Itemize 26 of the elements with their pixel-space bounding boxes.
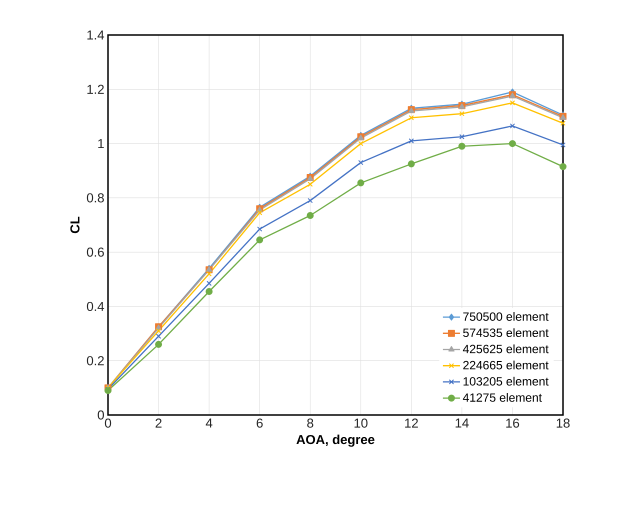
- x-tick-label: 0: [104, 418, 112, 428]
- y-tick-label: 0: [98, 410, 104, 420]
- x-axis-title: AOA, degree: [296, 434, 374, 447]
- legend-label: 41275 element: [462, 393, 542, 402]
- y-tick-label: 0.6: [86, 248, 104, 257]
- x-tick-label: 14: [456, 418, 469, 428]
- legend-label: 750500 element: [463, 312, 549, 321]
- legend-label: 103205 element: [464, 376, 549, 386]
- y-tick-label: 0.4: [86, 302, 104, 312]
- legend-label: 574535 element: [463, 328, 549, 338]
- x-tick-label: 2: [156, 418, 162, 428]
- legend-label: 425625 element: [462, 344, 549, 354]
- y-tick-label: 1.4: [87, 30, 104, 40]
- x-tick-label: 8: [307, 418, 314, 428]
- y-tick-label: 0.2: [86, 356, 104, 366]
- x-tick-label: 10: [354, 418, 368, 428]
- x-tick-label: 12: [405, 418, 418, 428]
- legend-label: 224665 element: [463, 360, 549, 370]
- y-tick-label: 1.2: [87, 84, 104, 94]
- x-tick-label: 18: [556, 418, 570, 428]
- y-tick-label: 1: [98, 139, 104, 148]
- y-tick-label: 0.8: [86, 193, 104, 202]
- x-tick-label: 16: [506, 418, 520, 428]
- x-tick-label: 6: [256, 418, 263, 428]
- y-axis-title: CL: [70, 216, 80, 234]
- x-tick-label: 4: [206, 418, 212, 428]
